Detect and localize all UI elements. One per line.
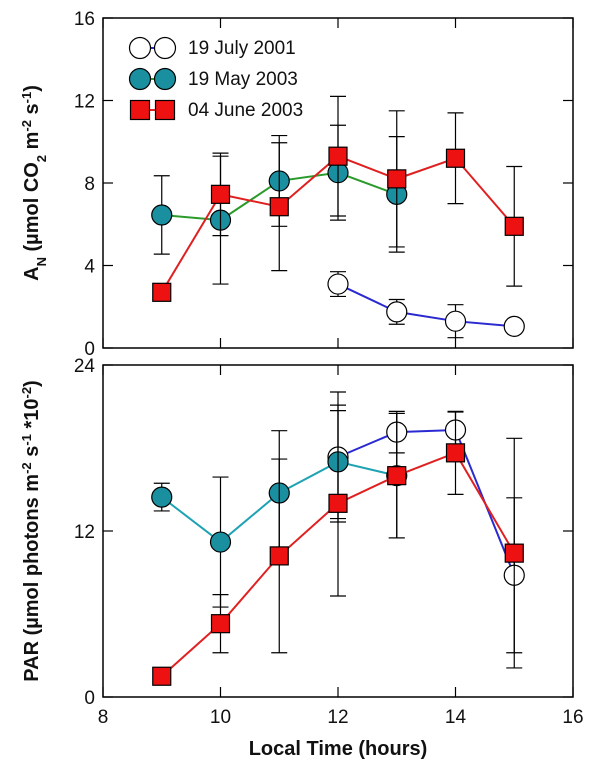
marker	[387, 466, 407, 486]
marker	[152, 666, 172, 686]
y-tick-label: 12	[74, 92, 95, 113]
y-tick-label: 4	[84, 257, 95, 278]
marker	[445, 443, 466, 463]
marker	[209, 531, 232, 553]
marker	[128, 36, 152, 60]
label-part: s	[21, 103, 43, 120]
x-tick-label: 14	[445, 707, 467, 728]
label-part: )	[21, 85, 43, 92]
marker	[504, 543, 524, 563]
marker	[503, 315, 525, 337]
x-tick-label: 12	[327, 707, 348, 728]
label-part: N	[34, 257, 49, 266]
label-part: s	[21, 446, 43, 463]
series-line	[337, 283, 515, 328]
marker	[210, 614, 231, 634]
marker	[269, 546, 289, 566]
legend-label: 04 June 2003	[188, 100, 303, 121]
label-part: *10	[21, 399, 43, 435]
y-tick-label: 0	[84, 339, 95, 360]
y-tick-label: 0	[84, 688, 95, 709]
y-tick-label: 8	[84, 174, 95, 195]
marker	[129, 99, 151, 121]
label-part: PAR (µmol photons m	[21, 474, 43, 682]
label-part: (µmol CO	[21, 162, 43, 257]
y-tick-label: 16	[74, 9, 95, 30]
marker	[151, 204, 173, 226]
y-axis-label: AN (µmol CO2 m-2 s-1)	[19, 85, 49, 281]
label-part: -1	[19, 434, 34, 446]
marker	[328, 493, 348, 513]
marker	[269, 197, 289, 217]
y-tick-label: 12	[74, 522, 95, 543]
label-part: A	[21, 266, 43, 280]
marker	[151, 486, 173, 508]
label-part: 2	[34, 155, 49, 162]
label-part: -2	[19, 387, 34, 399]
marker	[152, 282, 172, 302]
y-axis-label: PAR (µmol photons m-2 s-1 *10-2)	[19, 380, 44, 681]
label-part: m	[21, 132, 43, 155]
marker	[387, 169, 407, 189]
marker	[154, 99, 176, 121]
marker	[128, 67, 152, 91]
label-part: -2	[19, 120, 34, 132]
legend-label: 19 May 2003	[188, 69, 298, 90]
label-part: -1	[19, 92, 34, 104]
marker	[153, 67, 177, 91]
legend-label: 19 July 2001	[188, 38, 296, 59]
x-tick-label: 8	[98, 707, 109, 728]
marker	[153, 36, 177, 60]
series-line	[337, 428, 516, 576]
x-tick-label: 16	[562, 707, 583, 728]
label-part: -2	[19, 462, 34, 474]
marker	[210, 184, 231, 204]
label-part: )	[21, 380, 43, 387]
marker	[328, 146, 348, 166]
marker	[386, 301, 408, 323]
marker	[444, 310, 467, 332]
marker	[327, 273, 349, 295]
x-axis-label: Local Time (hours)	[249, 738, 428, 760]
marker	[504, 216, 524, 236]
marker	[445, 148, 466, 168]
y-tick-label: 24	[74, 356, 96, 377]
x-tick-label: 10	[210, 707, 231, 728]
